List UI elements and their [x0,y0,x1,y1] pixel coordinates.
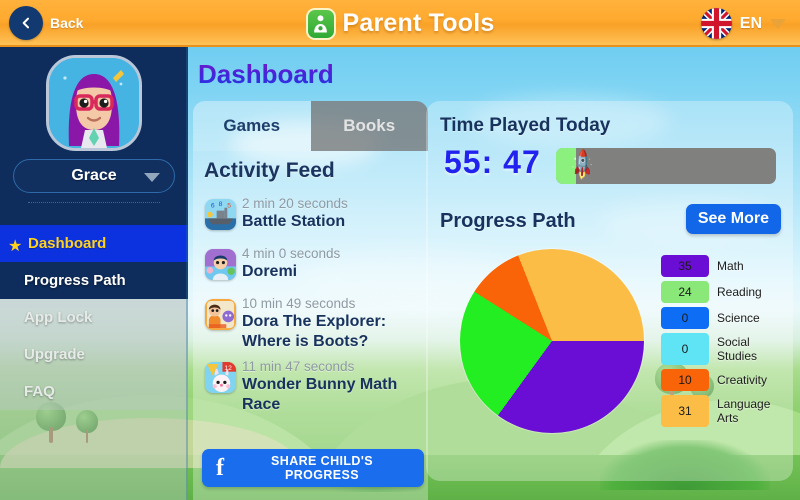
tab-bar: Games Books [193,101,428,151]
sidebar-item-label: FAQ [24,383,55,400]
sidebar-divider [186,47,188,500]
tab-games[interactable]: Games [193,101,311,151]
time-played-heading: Time Played Today [440,115,611,136]
back-button[interactable]: Back [9,6,83,40]
chevron-left-icon [9,6,43,40]
sidebar-item-label: App Lock [24,309,93,326]
sidebar-profile-panel: Grace [0,47,188,225]
sidebar-item-dashboard[interactable]: ★ Dashboard [0,225,188,262]
progress-pie-chart [460,249,644,433]
legend-label: Language Arts [717,397,771,425]
chevron-down-icon[interactable] [770,18,786,29]
tab-books[interactable]: Books [310,101,428,151]
profile-selector[interactable]: Grace [13,159,175,193]
svg-text:12: 12 [224,365,232,372]
legend-label: Creativity [717,373,768,387]
activity-name: Wonder Bunny Math Race [242,376,398,413]
activity-feed-list: 6 8 5 2 min 20 seconds Battle Station [193,195,428,421]
activity-name: Doremi [242,263,298,280]
sidebar-item-app-lock[interactable]: App Lock [0,299,188,336]
activity-card: Games Books Activity Feed 6 8 5 [193,101,428,500]
cloud [470,95,670,147]
legend-row: 35 Math [661,255,789,277]
svg-text:8: 8 [219,201,223,208]
list-item[interactable]: 12 11 min 47 seconds Wonder Bunny Math R… [193,358,428,415]
activity-time: 10 min 49 seconds [242,296,356,311]
legend-value-chip: 10 [661,369,709,391]
list-item[interactable]: 6 8 5 2 min 20 seconds Battle Station [193,195,428,239]
bush [600,440,770,490]
list-item[interactable]: 10 min 49 seconds Dora The Explorer: Whe… [193,295,428,352]
progress-path-heading: Progress Path [440,210,576,232]
time-played-progress-bar: 🚀 [556,148,776,184]
list-item[interactable]: 4 min 0 seconds Doremi [193,245,428,289]
back-label: Back [50,15,84,31]
top-bar: Back Parent Tools [0,0,800,47]
dora-app-icon [205,299,236,330]
share-progress-label: SHARE CHILD'S PROGRESS [271,454,373,482]
doremi-app-icon [205,249,236,280]
legend-value-chip: 31 [661,395,709,427]
legend-value-chip: 24 [661,281,709,303]
legend-label: Social Studies [717,335,758,363]
parent-person-icon [305,7,336,40]
sidebar-item-label: Dashboard [28,235,107,252]
uk-flag-icon [700,8,732,39]
progress-card: Time Played Today 55: 47 🚀 Progress Path… [426,101,793,481]
legend-row: 0 Social Studies [661,333,789,365]
sidebar-item-label: Progress Path [24,272,126,289]
chevron-down-icon [144,173,160,182]
profile-name: Grace [71,167,117,184]
activity-name: Dora The Explorer: Where is Boots? [242,313,387,350]
sidebar-item-upgrade[interactable]: Upgrade [0,336,188,373]
legend-row: 31 Language Arts [661,395,789,427]
sidebar: Grace ★ Dashboard Progress Path App Lock… [0,47,188,500]
svg-text:5: 5 [227,203,231,210]
sidebar-item-faq[interactable]: FAQ [0,373,188,410]
facebook-icon: f [216,455,224,481]
battle-station-app-icon: 6 8 5 [205,199,236,230]
sidebar-lower-panel [0,299,188,500]
activity-feed-heading: Activity Feed [204,159,335,182]
activity-name: Battle Station [242,213,346,230]
legend-row: 10 Creativity [661,369,789,391]
tree [36,402,66,443]
sidebar-item-label: Upgrade [24,346,85,363]
legend-value-chip: 0 [661,333,709,365]
divider [28,202,160,203]
activity-time: 4 min 0 seconds [242,246,341,261]
chart-legend: 35 Math 24 Reading 0 Science 0 Social Studies 10… [661,255,789,431]
page-app-title: Parent Tools [342,9,495,37]
progress-bar-fill [556,148,576,184]
share-progress-button[interactable]: f SHARE CHILD'S PROGRESS [202,449,424,487]
legend-value-chip: 35 [661,255,709,277]
star-icon: ★ [8,238,23,255]
wonder-bunny-app-icon: 12 [205,362,236,393]
app-title-group: Parent Tools [0,0,800,47]
time-played-value: 55: 47 [444,144,541,180]
page-title: Dashboard [198,59,334,89]
legend-row: 24 Reading [661,281,789,303]
activity-time: 11 min 47 seconds [242,359,355,374]
language-selector[interactable]: EN [700,8,786,39]
svg-text:6: 6 [211,203,215,210]
avatar[interactable] [46,55,142,151]
see-more-button[interactable]: See More [685,204,781,234]
language-code: EN [739,14,762,32]
legend-label: Reading [717,285,762,299]
legend-row: 0 Science [661,307,789,329]
legend-label: Math [717,259,744,273]
activity-time: 2 min 20 seconds [242,196,348,211]
legend-value-chip: 0 [661,307,709,329]
legend-label: Science [717,311,760,325]
tree [76,410,98,443]
sidebar-item-progress-path[interactable]: Progress Path [0,262,188,299]
